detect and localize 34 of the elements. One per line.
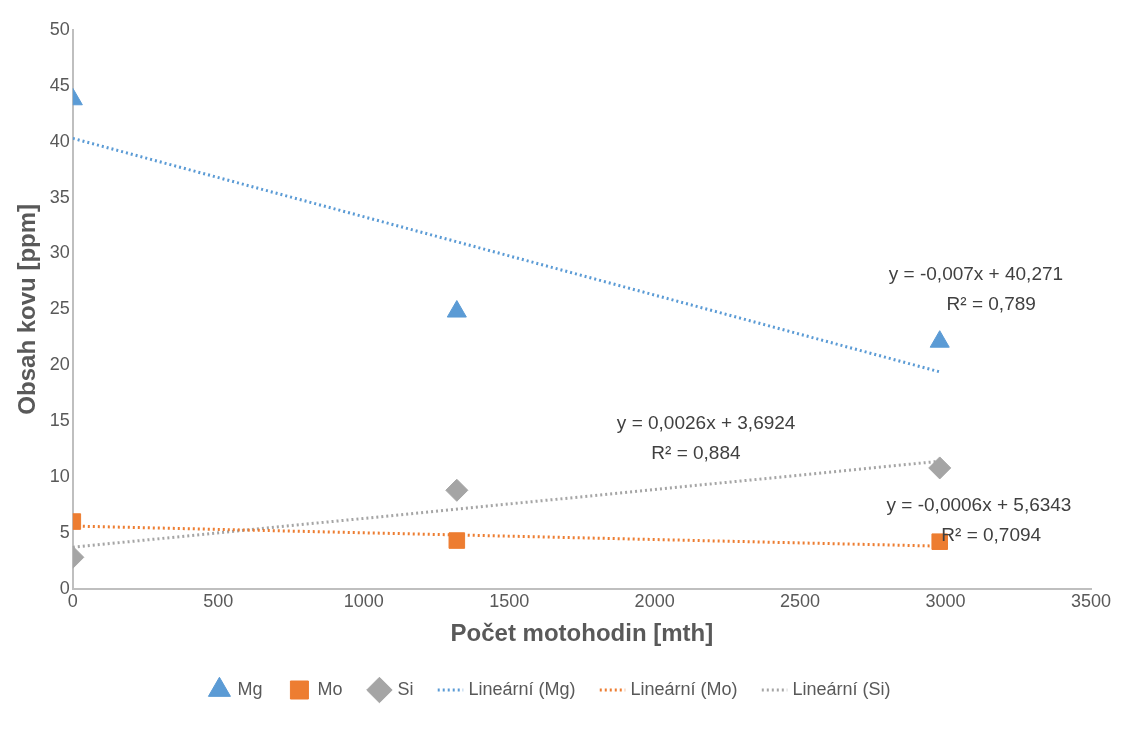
y-axis-title: Obsah kovu [ppm] xyxy=(13,203,41,415)
x-axis-title: Počet motohodin [mth] xyxy=(450,619,714,647)
y-tick-label: 45 xyxy=(49,74,70,95)
x-tick-label: 1500 xyxy=(489,591,530,612)
point xyxy=(929,330,950,348)
legend-label: Si xyxy=(397,678,414,699)
annotation: R² = 0,7094 xyxy=(941,524,1042,546)
legend-label: Mo xyxy=(317,678,343,699)
legend-label: Lineární (Si) xyxy=(792,678,891,699)
legend-label: Lineární (Mo) xyxy=(630,678,738,699)
x-tick-label: 500 xyxy=(203,591,234,612)
annotation: y = -0,007x + 40,271 xyxy=(888,263,1064,285)
annotation: R² = 0,884 xyxy=(651,441,741,463)
legend-label: Mg xyxy=(237,678,263,699)
legend-label: Lineární (Mg) xyxy=(468,678,576,699)
annotation: y = -0,0006x + 5,6343 xyxy=(886,494,1072,516)
y-tick-label: 10 xyxy=(49,465,70,486)
y-tick-label: 20 xyxy=(49,354,70,375)
x-tick-label: 2500 xyxy=(780,591,821,612)
annotation: y = 0,0026x + 3,6924 xyxy=(616,412,796,434)
x-tick-label: 3500 xyxy=(1070,591,1112,612)
y-tick-label: 30 xyxy=(49,242,70,263)
y-tick-label: 25 xyxy=(49,298,70,319)
y-tick-label: 35 xyxy=(49,186,70,207)
annotation: R² = 0,789 xyxy=(946,293,1036,315)
x-tick-label: 3000 xyxy=(925,591,966,612)
y-tick-label: 40 xyxy=(49,130,70,151)
y-tick-label: 0 xyxy=(59,577,70,598)
point xyxy=(928,456,952,480)
y-tick-label: 15 xyxy=(49,409,70,430)
y-tick-label: 5 xyxy=(59,521,70,542)
x-tick-label: 2000 xyxy=(634,591,675,612)
y-tick-label: 50 xyxy=(49,18,70,39)
x-tick-label: 1000 xyxy=(343,591,384,612)
